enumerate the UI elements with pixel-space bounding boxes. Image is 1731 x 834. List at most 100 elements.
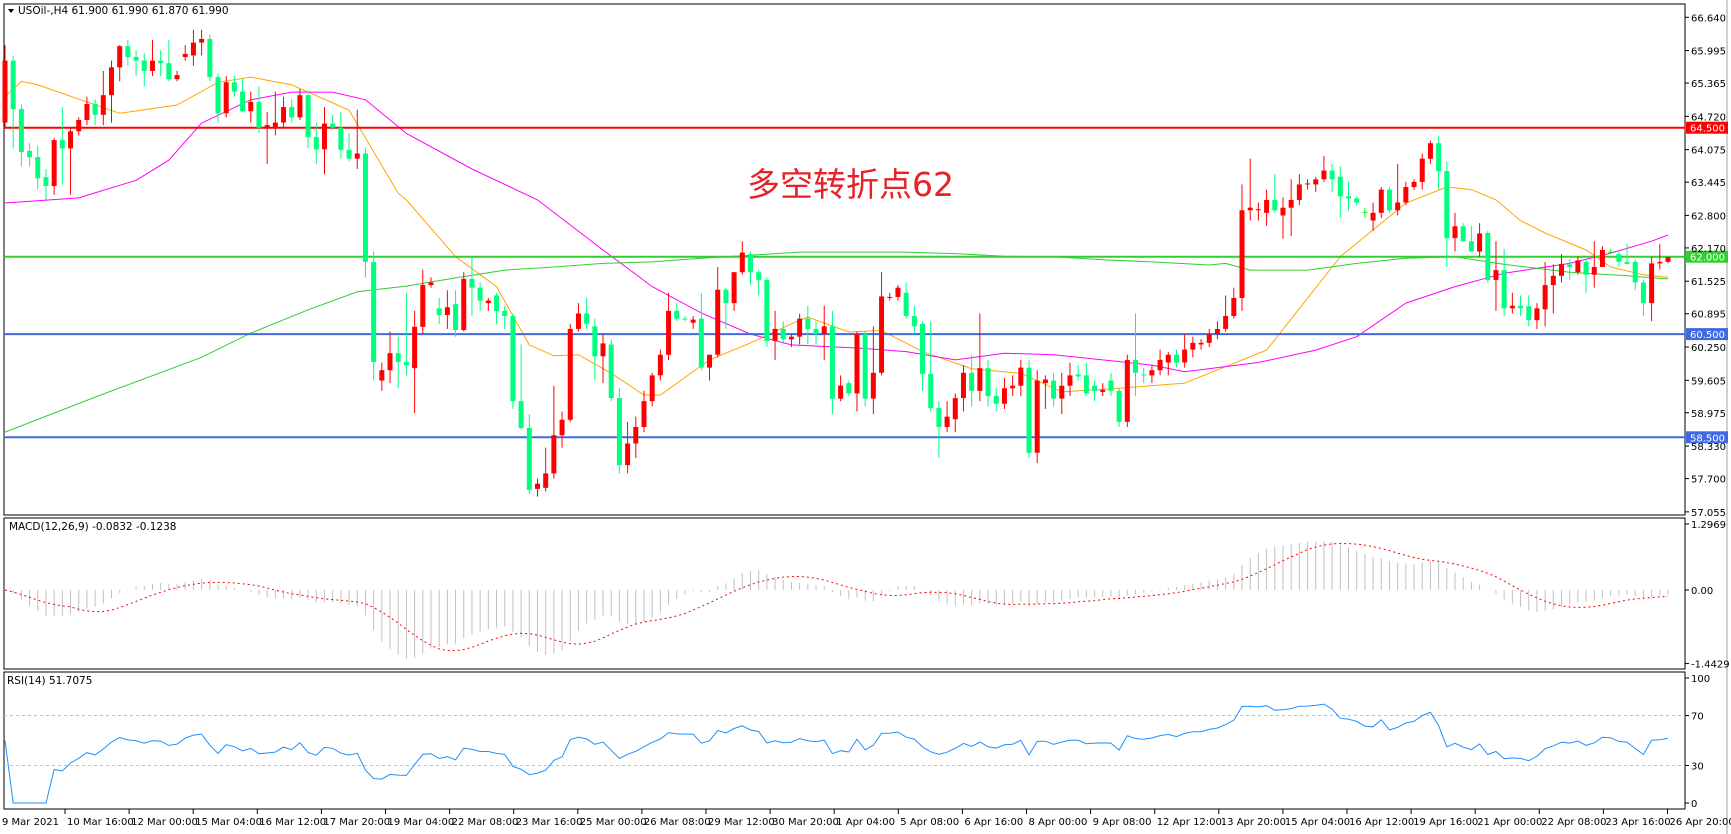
- candle-body: [1067, 375, 1073, 386]
- candle-body: [362, 153, 368, 262]
- candle-body: [707, 354, 713, 368]
- candle: [592, 318, 598, 381]
- candle-body: [870, 372, 876, 399]
- candle-body: [1436, 143, 1442, 172]
- price-pane[interactable]: [3, 3, 1686, 516]
- candle-body: [551, 435, 557, 474]
- candle: [1280, 197, 1286, 239]
- candle-body: [977, 368, 983, 391]
- low-value: 61.870: [152, 5, 189, 17]
- candle: [633, 416, 639, 458]
- candle: [936, 401, 942, 458]
- candle-body: [788, 336, 794, 340]
- candle-body: [76, 119, 82, 132]
- candle: [1190, 336, 1196, 358]
- level-price-label: 62.000: [1690, 253, 1725, 264]
- level-price-tag: [1686, 431, 1728, 444]
- candle-body: [1272, 199, 1278, 211]
- candle-body: [199, 38, 205, 43]
- candle-body: [682, 318, 688, 320]
- candle-body: [149, 60, 155, 71]
- candle: [1092, 380, 1098, 402]
- candle-body: [1444, 171, 1450, 239]
- candle-body: [1599, 249, 1605, 268]
- candle: [616, 388, 622, 474]
- macd-tick-label: -1.4429: [1691, 659, 1730, 670]
- candle: [969, 354, 975, 407]
- candle-body: [92, 103, 98, 115]
- rsi-label: RSI(14) 51.7075: [7, 675, 92, 687]
- time-tick-label: 1 Apr 04:00: [836, 817, 895, 828]
- candle: [264, 112, 270, 164]
- candle-body: [805, 318, 811, 329]
- candle: [436, 297, 442, 324]
- candle: [1411, 179, 1417, 190]
- candle-body: [1083, 375, 1089, 394]
- level-price-tag: [1686, 250, 1728, 263]
- macd-signal-line: [4, 542, 1669, 652]
- candle-body: [1214, 328, 1220, 335]
- candle: [1559, 254, 1565, 283]
- candle-body: [1649, 263, 1655, 304]
- candle-body: [346, 149, 352, 159]
- candle: [764, 277, 770, 347]
- triangle-down-icon[interactable]: [8, 9, 14, 13]
- candle: [674, 303, 680, 322]
- candle-body: [1624, 261, 1630, 264]
- candle-body: [797, 318, 803, 337]
- annotation-text[interactable]: 多空转折点62: [747, 165, 954, 204]
- macd-pane[interactable]: [3, 517, 1686, 670]
- candle: [641, 390, 647, 433]
- candle: [879, 272, 885, 376]
- candle: [1255, 202, 1261, 221]
- candle-body: [1001, 388, 1007, 404]
- candle: [494, 292, 500, 324]
- candle: [1272, 174, 1278, 213]
- candle: [223, 76, 229, 118]
- candle: [1354, 196, 1360, 206]
- candle: [387, 331, 393, 384]
- candle: [1239, 184, 1245, 311]
- candle: [1460, 223, 1466, 242]
- candle-body: [862, 334, 868, 399]
- candle: [1247, 158, 1253, 221]
- candle: [977, 313, 983, 402]
- candle: [649, 372, 655, 407]
- candle-body: [354, 153, 360, 159]
- candle-body: [240, 91, 246, 112]
- candle: [846, 380, 852, 397]
- candle: [1444, 161, 1450, 268]
- time-tick-label: 15 Apr 04:00: [1285, 817, 1350, 828]
- candle-body: [248, 101, 254, 112]
- candle-body: [526, 428, 532, 490]
- price-tick-label: 66.640: [1691, 13, 1726, 24]
- candle: [1550, 264, 1556, 314]
- rsi-pane[interactable]: [3, 671, 1686, 810]
- candle: [27, 143, 33, 167]
- candle-body: [420, 285, 426, 327]
- candle-body: [1485, 232, 1491, 280]
- candle-body: [1640, 282, 1646, 304]
- close-value: 61.990: [192, 5, 229, 17]
- price-tick-label: 65.995: [1691, 47, 1726, 58]
- time-tick-label: 16 Mar 12:00: [259, 817, 326, 828]
- candle: [1288, 179, 1294, 237]
- candle: [330, 114, 336, 131]
- svg-text:USOil-,H4 61.900 61.990 61.870: USOil-,H4 61.900 61.990 61.870 61.990: [18, 5, 229, 17]
- candle-body: [231, 82, 237, 92]
- candle: [477, 282, 483, 311]
- candle-body: [1542, 285, 1548, 310]
- candle: [1173, 349, 1179, 368]
- candle: [1665, 257, 1671, 264]
- candle-body: [625, 443, 631, 466]
- rsi-indicator: [4, 703, 1685, 804]
- candle-body: [1575, 260, 1581, 273]
- horizontal-levels[interactable]: 64.500 62.000 60.500 58.500: [4, 121, 1728, 445]
- candle: [256, 86, 262, 133]
- time-tick-label: 21 Apr 00:00: [1477, 817, 1542, 828]
- price-tick-label: 62.800: [1691, 211, 1726, 222]
- candle-body: [846, 383, 852, 394]
- candle-body: [35, 157, 41, 179]
- candle: [838, 375, 844, 402]
